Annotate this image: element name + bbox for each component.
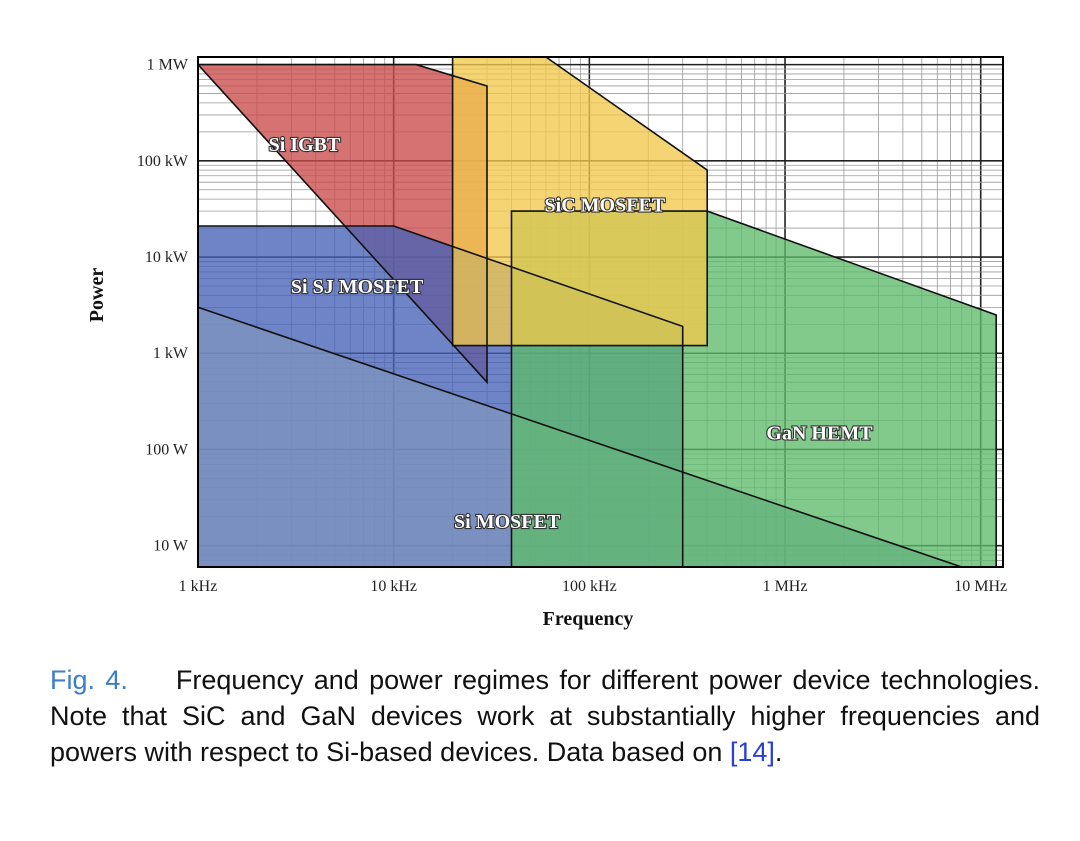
y-tick-label: 1 kW (153, 345, 189, 362)
region-label-si-igbt: Si IGBT (269, 134, 341, 156)
y-tick-label: 100 W (145, 441, 189, 458)
region-labels: Si IGBT Si SJ MOSFET Si MOSFET GaN HEMT SiC … (268, 133, 875, 534)
region-outline-gan-hemt (510, 210, 998, 567)
region-label-sic-mosfet: SiC MOSFET (545, 195, 666, 217)
region-sic-mosfet (452, 57, 708, 346)
x-axis-title: Frequency (543, 608, 634, 630)
x-tick-label: 10 kHz (370, 578, 417, 595)
y-tick-label: 100 kW (137, 153, 189, 170)
x-tick-labels: 1 kHz 10 kHz 100 kHz 1 MHz 10 MHz (179, 578, 1007, 595)
y-axis-title: Power (86, 268, 108, 323)
region-label-si-sj-mosfet: Si SJ MOSFET (291, 276, 424, 298)
y-tick-labels: 10 W 100 W 1 kW 10 kW 100 kW 1 MW (137, 57, 189, 555)
figure-caption: Fig. 4. Frequency and power regimes for d… (50, 662, 1040, 770)
x-tick-label: 100 kHz (562, 578, 617, 595)
y-tick-label: 10 W (153, 538, 189, 555)
caption-text: Frequency and power regimes for differen… (50, 665, 1040, 767)
citation-link[interactable]: [14] (729, 737, 775, 767)
x-tick-label: 1 MHz (763, 578, 808, 595)
x-tick-label: 10 MHz (954, 578, 1007, 595)
y-tick-label: 1 MW (147, 57, 189, 74)
region-outline-si-igbt (198, 63, 488, 385)
region-outline-si-sj-mosfet (198, 225, 684, 567)
caption-end: . (774, 737, 783, 767)
region-outline-sic-mosfet (451, 57, 709, 347)
y-tick-label: 10 kW (145, 249, 189, 266)
region-outlines (198, 57, 998, 567)
x-tick-label: 1 kHz (179, 578, 218, 595)
region-label-gan-hemt: GaN HEMT (766, 423, 873, 445)
plot-frame (197, 56, 1004, 568)
region-label-si-mosfet: Si MOSFET (454, 511, 561, 533)
region-outline-si-mosfet (198, 306, 962, 567)
regions (198, 57, 997, 567)
figure-number: Fig. 4. (50, 665, 128, 695)
